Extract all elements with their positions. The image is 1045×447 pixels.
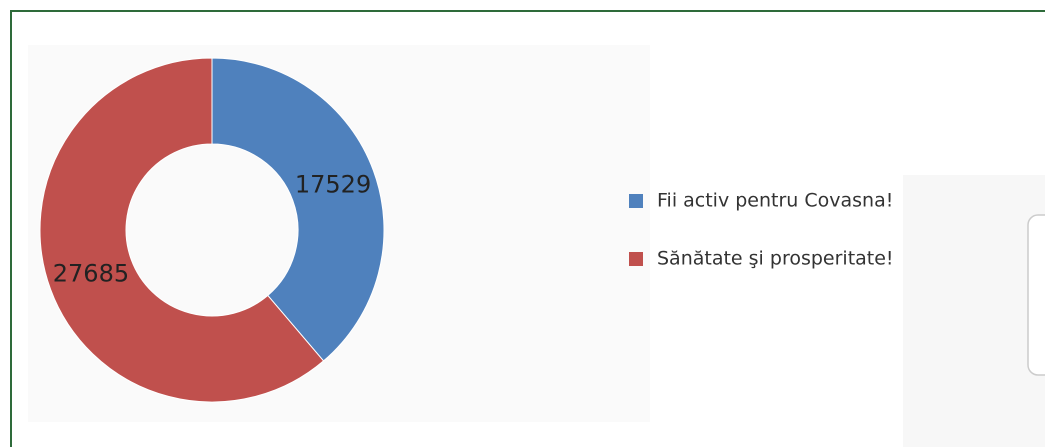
- slice: [211, 57, 385, 362]
- legend-swatch: [629, 252, 643, 266]
- legend-label: Fii activ pentru Covasna!: [657, 190, 893, 212]
- slice: [39, 57, 325, 403]
- legend-label: Sănătate şi prosperitate!: [657, 248, 894, 270]
- side-box: [1027, 214, 1045, 376]
- data-label: 17529: [295, 170, 371, 198]
- legend-swatch: [629, 194, 643, 208]
- data-label: 27685: [53, 260, 129, 288]
- side-panel: [903, 175, 1045, 447]
